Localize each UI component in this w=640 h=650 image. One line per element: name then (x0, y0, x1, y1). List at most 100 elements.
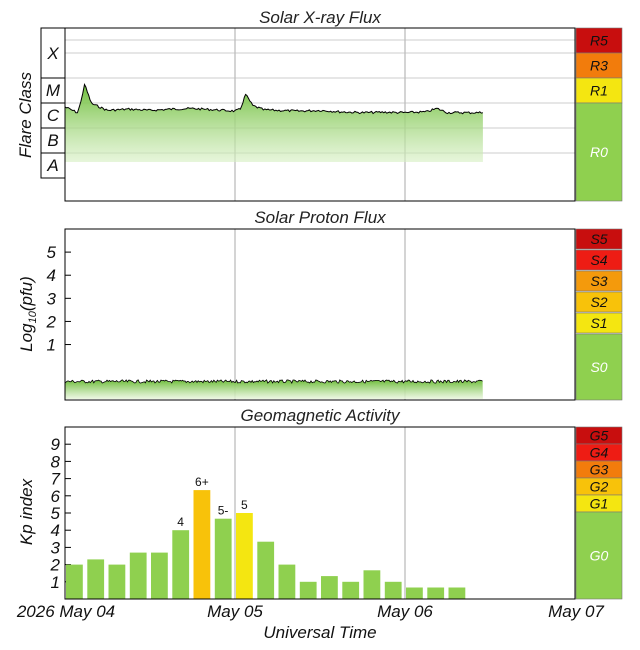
flare-class-column: X M C B A (40, 27, 66, 179)
kp-bar (278, 564, 296, 599)
scale-label-g1: G1 (590, 496, 609, 512)
x-axis-label: Universal Time (263, 623, 376, 642)
scale-label-s0: S0 (590, 359, 607, 375)
kp-bar (151, 552, 168, 599)
kp-tick-7: 7 (51, 470, 61, 489)
scale-s3 (575, 270, 623, 292)
scale-label-s1: S1 (590, 315, 607, 331)
scale-g0 (575, 511, 623, 600)
proton-tick-3: 3 (47, 289, 57, 308)
kp-bar (214, 518, 232, 599)
scale-label-r5: R5 (590, 33, 608, 49)
kp-bar (342, 581, 360, 599)
kp-bar-label: 5 (241, 498, 248, 512)
scale-label-s2: S2 (590, 294, 607, 310)
scale-label-r3: R3 (590, 58, 608, 74)
xray-r-scale: R5 R3 R1 R0 (575, 27, 623, 202)
xray-flux-line (64, 83, 484, 115)
proton-s-scale: S5 S4 S3 S2 S1 S0 (575, 228, 623, 401)
proton-ylabel-unit: (pfu) (17, 276, 36, 311)
kp-bar (87, 559, 105, 599)
kp-bar (384, 581, 402, 599)
kp-bar (448, 587, 466, 599)
proton-tick-5: 5 (47, 243, 57, 262)
scale-label-r0: R0 (590, 144, 608, 160)
flare-class-b: B (47, 131, 58, 150)
proton-tick-1: 1 (47, 336, 56, 355)
kp-bar (193, 490, 211, 599)
kp-bar (257, 541, 275, 599)
proton-gridlines (234, 229, 406, 400)
x-tick-may05: May 05 (207, 602, 263, 621)
scale-label-g5: G5 (590, 428, 609, 444)
scale-label-r1: R1 (590, 83, 608, 99)
proton-ylabel-sub: 10 (27, 310, 39, 323)
kp-bar (406, 587, 423, 599)
kp-bar (108, 564, 126, 599)
geomag-plot-area (64, 426, 576, 600)
scale-label-g3: G3 (590, 462, 609, 478)
scale-label-s3: S3 (590, 273, 607, 289)
proton-ylabel: Log10(pfu) (17, 276, 39, 352)
kp-bars: 4 6+ 5- 5 (66, 475, 466, 599)
scale-label-g2: G2 (590, 479, 609, 495)
proton-tick-labels: 1 2 3 4 5 (46, 243, 71, 355)
xray-flux-fill (65, 84, 483, 162)
kp-bar (129, 552, 147, 599)
kp-bar-label: 4 (177, 515, 184, 529)
proton-tick-2: 2 (46, 312, 57, 331)
geomag-gridlines (234, 427, 406, 599)
scale-s2 (575, 291, 623, 313)
kp-tick-1: 1 (51, 573, 60, 592)
proton-flux-fill (65, 379, 483, 399)
scale-label-s5: S5 (590, 231, 607, 247)
proton-ylabel-log: Log (17, 323, 36, 352)
scale-s1 (575, 312, 623, 334)
scale-s0 (575, 333, 623, 401)
geomag-ylabel: Kp index (17, 478, 36, 545)
scale-s4 (575, 249, 623, 271)
proton-title: Solar Proton Flux (254, 208, 386, 227)
x-tick-may06: May 06 (377, 602, 433, 621)
geomag-title: Geomagnetic Activity (240, 406, 401, 425)
scale-s5 (575, 228, 623, 250)
proton-tick-4: 4 (47, 266, 56, 285)
kp-bar-label: 5- (218, 504, 229, 518)
kp-tick-9: 9 (51, 435, 61, 454)
kp-bar (299, 581, 317, 599)
flare-class-m: M (46, 81, 61, 100)
proton-flux-line (64, 379, 483, 385)
kp-tick-5: 5 (51, 504, 61, 523)
flare-class-c: C (47, 106, 60, 125)
xray-ylabel: Flare Class (16, 72, 35, 158)
kp-tick-2: 2 (50, 556, 61, 575)
kp-bar (236, 513, 253, 599)
kp-bar (321, 576, 338, 599)
kp-bar (172, 530, 190, 599)
kp-bar (363, 570, 381, 599)
xray-panel: Solar X-ray Flux Flare Class X M C B A R… (16, 8, 623, 202)
x-axis: 2026 May 04 May 05 May 06 May 07 Univers… (16, 602, 605, 642)
kp-bar-label: 6+ (195, 475, 209, 489)
kp-tick-4: 4 (51, 521, 60, 540)
kp-bar (66, 564, 83, 599)
scale-label-g0: G0 (590, 548, 609, 564)
geomag-panel: Geomagnetic Activity Kp index 123456789 … (17, 406, 623, 600)
x-tick-may07: May 07 (548, 602, 604, 621)
scale-r1 (575, 77, 623, 104)
kp-tick-3: 3 (51, 538, 61, 557)
flare-class-x: X (46, 44, 59, 63)
kp-bar (427, 587, 445, 599)
flare-class-a: A (46, 156, 58, 175)
scale-label-g4: G4 (590, 445, 609, 461)
x-tick-may04: 2026 May 04 (16, 602, 115, 621)
proton-plot-area (64, 228, 576, 401)
kp-tick-6: 6 (51, 487, 61, 506)
xray-title: Solar X-ray Flux (259, 8, 381, 27)
scale-label-s4: S4 (590, 252, 607, 268)
scale-r5 (575, 27, 623, 54)
